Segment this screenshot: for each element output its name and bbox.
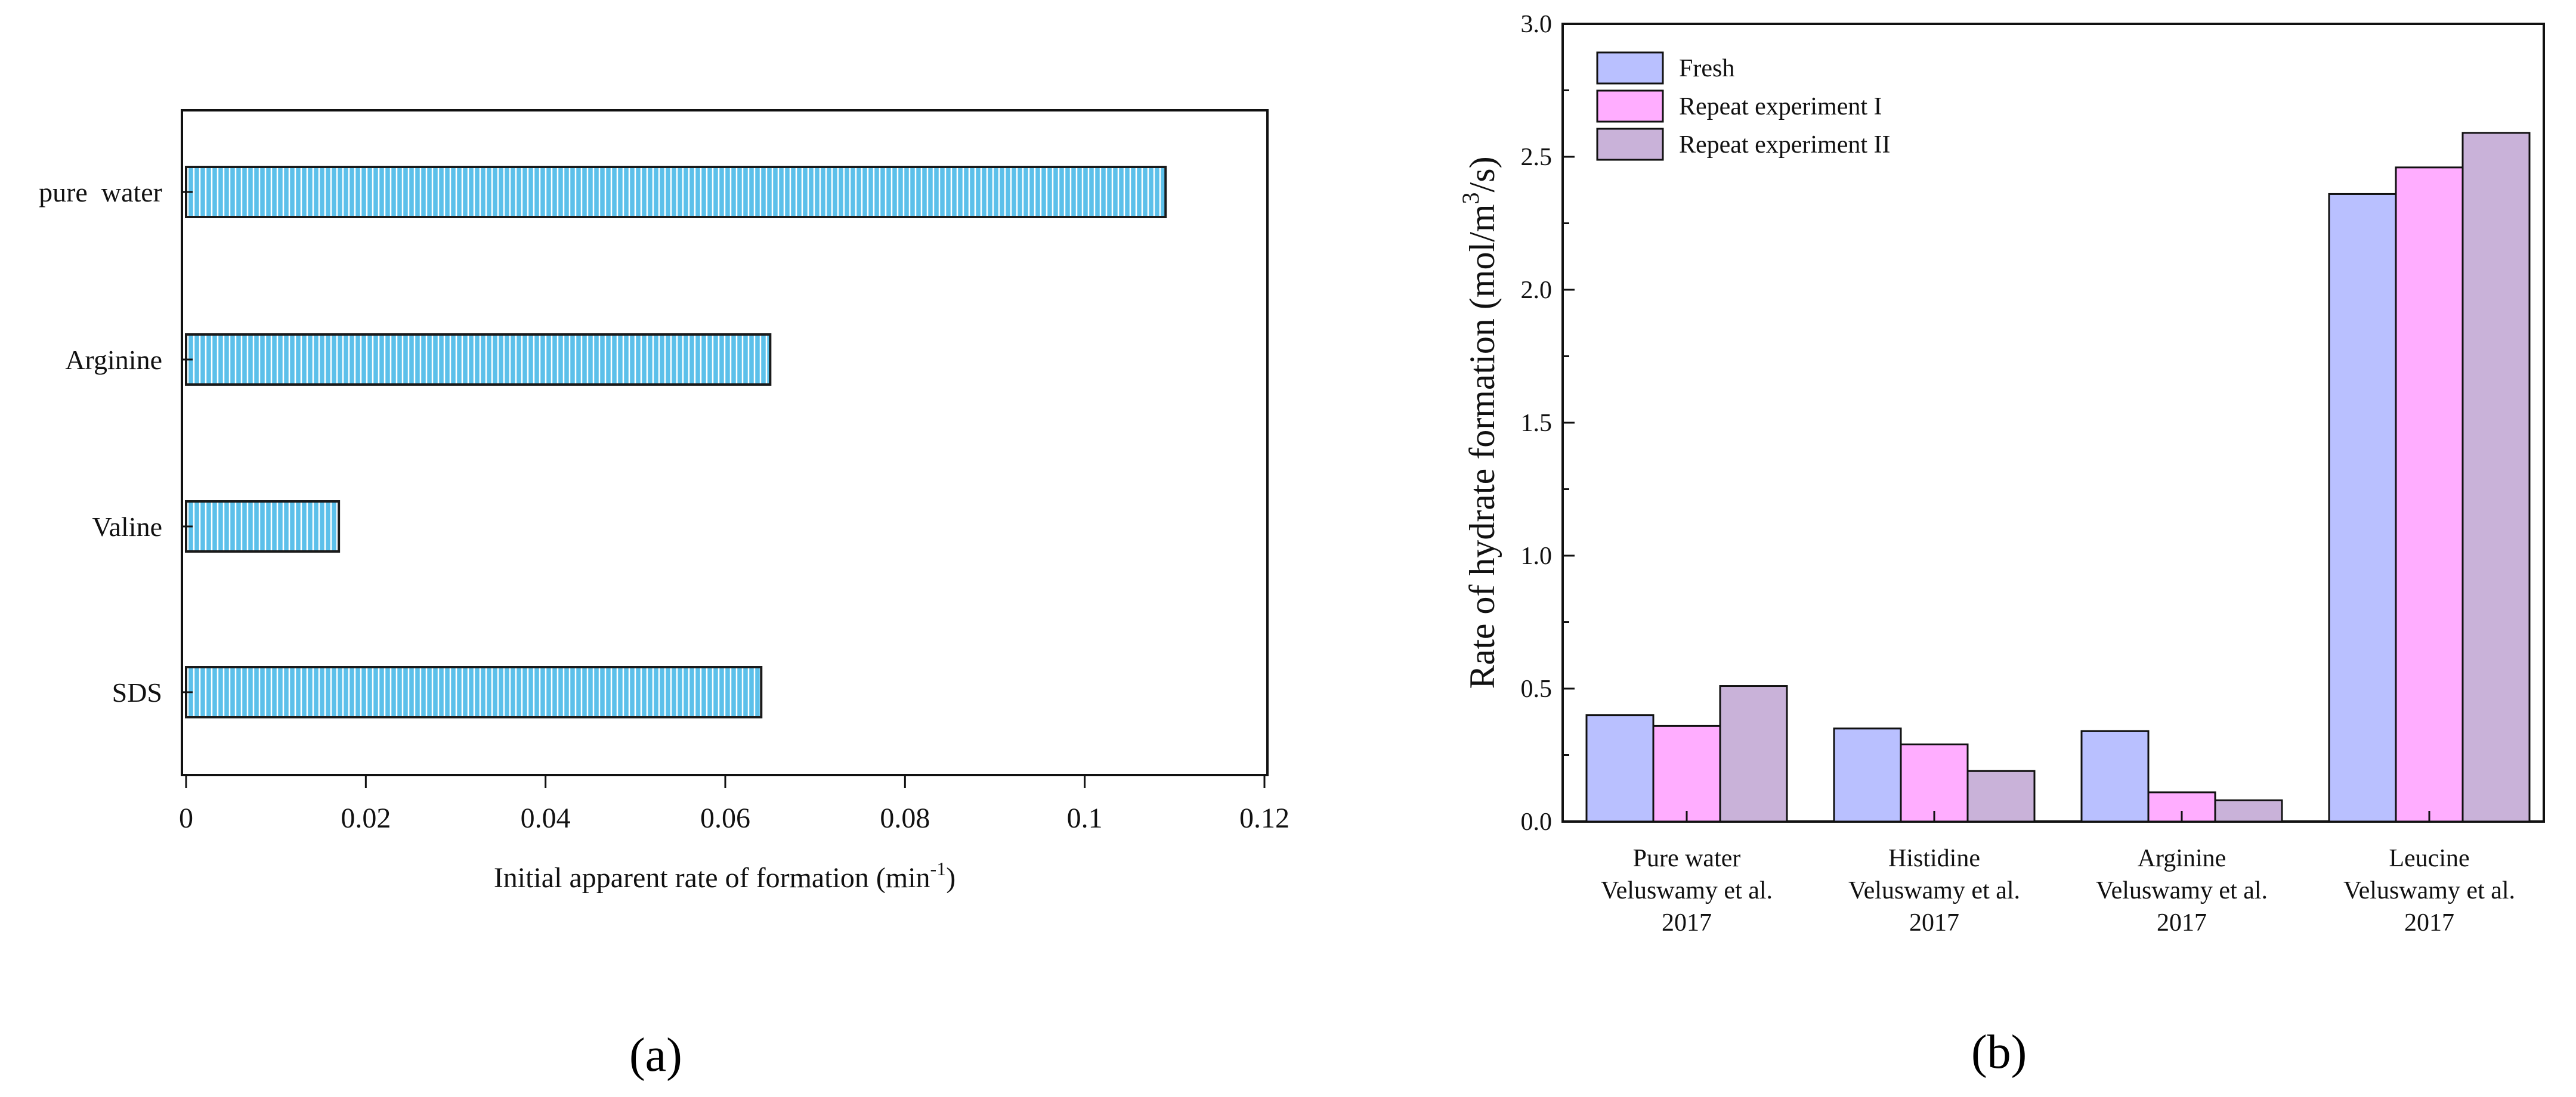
panel-label-b: (b) — [1971, 1026, 2027, 1079]
bar-series-2-group-2 — [1900, 743, 1969, 823]
x-tick-label: Pure water Veluswamy et al. 2017 — [1601, 845, 1773, 937]
bar-series-3-group-4 — [2461, 132, 2531, 823]
y-tick-label: 0.0 — [1521, 808, 1553, 836]
legend-swatch — [1596, 89, 1664, 123]
y-tick-label: 1.0 — [1521, 543, 1553, 570]
legend-label: Repeat experiment I — [1679, 93, 1882, 120]
bar-series-2-group-1 — [1652, 724, 1721, 823]
bar-series-2-group-4 — [2395, 166, 2464, 823]
bar-pure-water — [185, 166, 1167, 218]
y-tick-label: Arginine — [65, 345, 162, 375]
x-tick-label: 0.02 — [341, 802, 391, 834]
bar-series-3-group-2 — [1966, 770, 2036, 823]
bar-series-1-group-3 — [2080, 730, 2150, 823]
x-tick-label: Arginine Veluswamy et al. 2017 — [2096, 845, 2268, 937]
chart-b-y-axis-label: Rate of hydrate formation (mol/m3/s) — [1457, 156, 1502, 689]
x-tick-label: 0.04 — [521, 802, 571, 834]
y-tick-label: 1.5 — [1521, 410, 1553, 437]
x-tick-label: 0.1 — [1067, 802, 1103, 834]
x-tick-label: 0.06 — [700, 802, 750, 834]
y-tick-label: SDS — [112, 677, 162, 708]
x-tick-label: Leucine Veluswamy et al. 2017 — [2343, 845, 2515, 937]
x-tick-label: 0.12 — [1239, 802, 1289, 834]
y-tick-label: pure water — [39, 177, 162, 207]
chart-a: pure water Arginine Valine SDS 0 0.02 0.04 0.0… — [39, 109, 1289, 894]
bar-arginine — [185, 333, 772, 386]
bar-series-3-group-3 — [2214, 799, 2283, 823]
bar-series-3-group-1 — [1719, 685, 1788, 823]
x-tick-label: 0 — [179, 802, 193, 834]
chart-a-x-axis-label: Initial apparent rate of formation (min-… — [494, 858, 955, 894]
legend-label: Fresh — [1679, 55, 1734, 82]
y-tick-label: Valine — [92, 512, 162, 542]
bar-valine — [185, 500, 341, 553]
bar-sds — [185, 666, 763, 718]
panel-label-a: (a) — [629, 1029, 682, 1081]
x-tick-label: 0.08 — [880, 802, 930, 834]
bar-series-1-group-1 — [1585, 714, 1655, 823]
legend-swatch — [1596, 51, 1664, 85]
legend-swatch — [1596, 128, 1664, 161]
y-tick-label: 3.0 — [1521, 11, 1553, 38]
y-tick-label: 2.0 — [1521, 277, 1553, 304]
x-tick-label: Histidine Veluswamy et al. 2017 — [1848, 845, 2020, 937]
chart-b: 0.0 0.5 1.0 1.5 2.0 2.5 3.0 Pure water Veluswam… — [1457, 11, 2545, 937]
y-tick-label: 2.5 — [1521, 144, 1553, 171]
chart-b-legend: Fresh Repeat experiment I Repeat experimen… — [1596, 51, 1891, 161]
bar-series-1-group-4 — [2328, 193, 2397, 823]
bar-series-1-group-2 — [1833, 727, 1902, 823]
y-tick-label: 0.5 — [1521, 675, 1553, 703]
legend-label: Repeat experiment II — [1679, 131, 1891, 159]
